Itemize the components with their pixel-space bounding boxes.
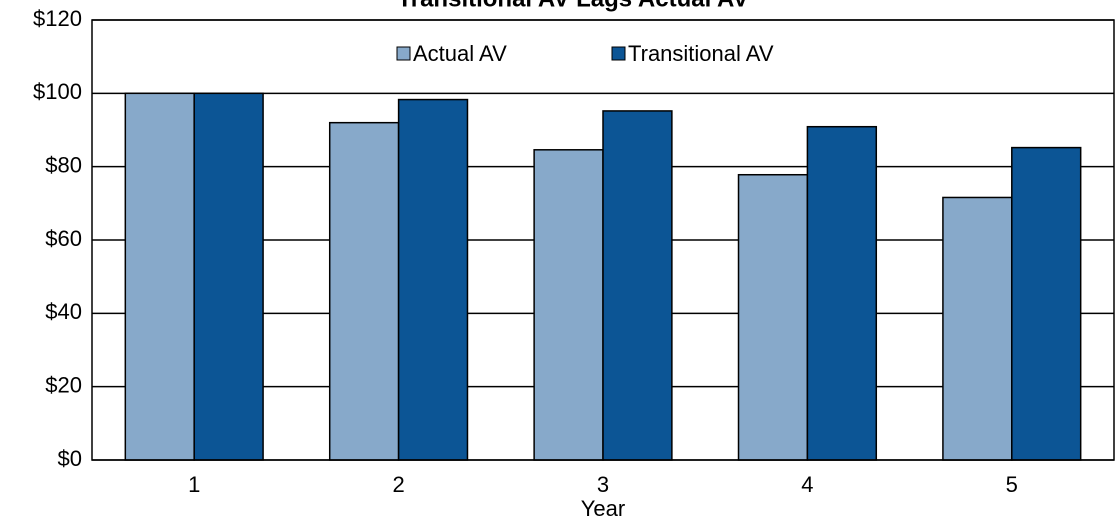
bar [397,98,469,461]
legend-label: Actual AV [413,41,507,66]
y-tick-label: $20 [45,372,82,397]
x-tick-label: 2 [392,472,404,497]
y-tick-label: $60 [45,226,82,251]
bar [602,110,673,461]
x-tick-label: 3 [597,472,609,497]
bar [1011,146,1082,461]
legend-swatch [611,46,626,61]
y-tick-label: $120 [33,6,82,31]
x-tick-label: 4 [801,472,813,497]
bar [942,196,1013,461]
bar [737,173,809,461]
bar [806,125,878,461]
legend-label: Transitional AV [628,41,774,66]
x-tick-label: 5 [1006,472,1018,497]
plot-border [91,19,1115,461]
y-tick-label: $0 [58,446,82,471]
bar [328,121,400,461]
x-axis-label: Year [581,496,625,521]
x-tick-label: 1 [188,472,200,497]
y-tick-label: $40 [45,299,82,324]
bar [193,92,264,461]
bar [533,149,604,461]
legend-swatch [396,46,411,61]
bar [124,92,195,461]
y-tick-label: $100 [33,79,82,104]
chart-title: Transitional AV Lags Actual AV [397,0,748,12]
y-tick-label: $80 [45,152,82,177]
